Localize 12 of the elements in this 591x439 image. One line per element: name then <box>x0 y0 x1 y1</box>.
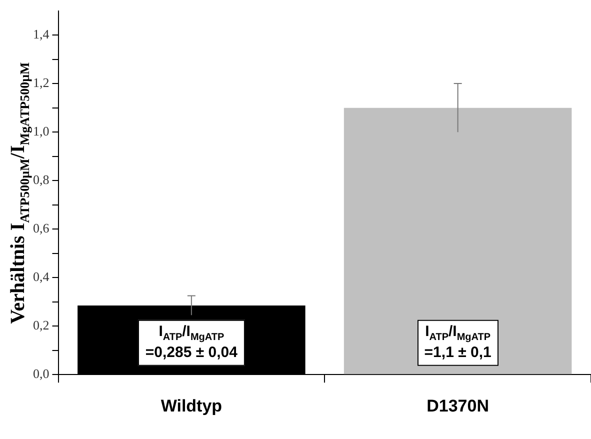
y-tick-label: 0,0 <box>33 366 50 382</box>
x-tick-label: Wildtyp <box>160 396 222 416</box>
annotation: I$_{ATP}$/I$_{MgATP}$ =0,285 ± 0,04 <box>138 319 244 366</box>
y-tick-label: 1,4 <box>33 26 50 42</box>
y-tick-label: 0,2 <box>33 318 50 333</box>
y-tick-label: 0,8 <box>33 172 50 187</box>
y-tick-label: 0,6 <box>33 220 50 236</box>
annotation: I$_{ATP}$/I$_{MgATP}$ =1,1 ± 0,1 <box>417 319 498 366</box>
y-tick-label: 0,4 <box>33 269 50 284</box>
y-tick-label: 1,0 <box>33 123 50 138</box>
x-tick-label: D1370N <box>426 396 489 416</box>
y-tick-label: 1,2 <box>33 74 50 90</box>
